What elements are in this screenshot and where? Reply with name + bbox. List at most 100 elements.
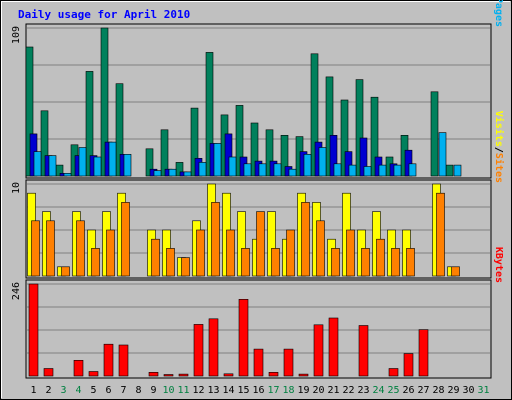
bar-pages-day-6 [108, 141, 117, 177]
bar-pages-day-28 [438, 132, 447, 177]
bar-kbytes-day-21 [328, 317, 339, 377]
x-tick-label: 8 [135, 385, 141, 396]
bar-pages-day-15 [243, 163, 252, 177]
bar-sites-day-9 [151, 238, 160, 277]
bar-kbytes-day-26 [403, 353, 414, 377]
bar-hits-day-16 [250, 122, 259, 177]
series-kbytes [28, 283, 429, 377]
bar-hits-day-20 [310, 53, 319, 177]
bar-pages-day-5 [93, 156, 102, 177]
bar-sites-day-2 [46, 220, 55, 277]
bar-sites-day-13 [211, 202, 220, 277]
x-tick-label: 2 [45, 385, 51, 396]
side-label-kbytes: KBytes [493, 247, 504, 283]
bar-files-day-23 [359, 137, 368, 177]
bar-hits-day-1 [25, 46, 34, 177]
bar-hits-day-15 [235, 105, 244, 177]
side-label-pages: Pages [493, 0, 504, 27]
panel-side-labels: KBytes [493, 247, 504, 283]
bar-pages-day-19 [303, 154, 312, 177]
x-tick-label: 31 [477, 385, 489, 396]
bar-kbytes-day-25 [388, 368, 399, 377]
bar-sites-day-29 [451, 266, 460, 277]
bar-pages-day-11 [183, 171, 192, 177]
x-tick-label: 24 [372, 385, 384, 396]
bar-sites-day-23 [361, 248, 370, 277]
bar-sites-day-17 [271, 248, 280, 277]
x-tick-label: 11 [177, 385, 189, 396]
x-tick-label: 30 [462, 385, 474, 396]
panel-background [25, 23, 492, 179]
bar-pages-day-1 [33, 151, 42, 177]
bar-files-day-21 [329, 135, 338, 177]
bar-hits-day-22 [340, 99, 349, 177]
x-tick-label: 12 [192, 385, 204, 396]
bar-pages-day-23 [363, 166, 372, 177]
bar-pages-day-4 [78, 147, 87, 177]
x-tick-label: 5 [90, 385, 96, 396]
bar-sites-day-25 [391, 248, 400, 277]
x-tick-label: 18 [282, 385, 294, 396]
x-tick-label: 1 [30, 385, 36, 396]
x-tick-label: 22 [342, 385, 354, 396]
side-label-sites: Sites [493, 153, 505, 183]
x-tick-label: 13 [207, 385, 219, 396]
bar-pages-day-7 [123, 154, 132, 177]
bar-sites-day-19 [301, 202, 310, 277]
bar-hits-day-21 [325, 76, 334, 177]
panel-max-label: 109 [11, 26, 22, 44]
bar-sites-day-11 [181, 257, 190, 277]
bar-kbytes-day-14 [223, 373, 234, 377]
bar-pages-day-29 [453, 164, 462, 177]
bar-sites-day-26 [406, 248, 415, 277]
bar-pages-day-12 [198, 162, 207, 177]
bar-kbytes-day-16 [253, 348, 264, 377]
x-tick-label: 29 [447, 385, 459, 396]
bar-sites-day-28 [436, 192, 445, 277]
bar-pages-day-10 [168, 168, 177, 177]
bar-kbytes-day-11 [178, 373, 189, 377]
bar-hits-day-18 [280, 135, 289, 177]
bar-pages-day-18 [288, 168, 297, 177]
panel-side-labels: Visits/Sites [493, 111, 505, 183]
series-pages [33, 132, 462, 177]
bar-pages-day-13 [213, 143, 222, 177]
panel-side-labels: Hits/Files/Pages [493, 0, 505, 27]
bar-sites-day-12 [196, 229, 205, 277]
bar-kbytes-day-17 [268, 371, 279, 377]
bar-sites-day-20 [316, 220, 325, 277]
bar-kbytes-day-19 [298, 373, 309, 377]
x-tick-label: 20 [312, 385, 324, 396]
bar-hits-day-29 [445, 164, 454, 177]
bar-hits-day-5 [85, 71, 94, 177]
bar-sites-day-10 [166, 248, 175, 277]
bar-kbytes-day-6 [103, 343, 114, 377]
bar-kbytes-day-13 [208, 318, 219, 377]
side-label-separator: / [493, 147, 504, 153]
bar-pages-day-22 [348, 164, 357, 177]
bar-pages-day-17 [273, 163, 282, 177]
bar-sites-day-1 [31, 220, 40, 277]
bar-sites-day-21 [331, 248, 340, 277]
bar-sites-day-3 [61, 266, 70, 277]
x-tick-label: 19 [297, 385, 309, 396]
bar-pages-day-3 [63, 173, 72, 177]
bar-pages-day-25 [393, 164, 402, 177]
panel-kbytes: 246 KBytes [11, 247, 504, 379]
side-label-visits: Visits [493, 111, 505, 147]
x-tick-label: 10 [162, 385, 174, 396]
bar-kbytes-day-23 [358, 325, 369, 377]
series-hits [25, 27, 454, 177]
bar-files-day-26 [404, 149, 413, 177]
bar-sites-day-6 [106, 229, 115, 277]
bar-pages-day-20 [318, 147, 327, 177]
bar-kbytes-day-1 [28, 283, 39, 377]
x-tick-label: 17 [267, 385, 279, 396]
x-tick-label: 27 [417, 385, 429, 396]
panel-hits: 109 Hits/Files/Pages [11, 0, 505, 179]
bar-files-day-14 [224, 133, 233, 177]
x-tick-label: 25 [387, 385, 399, 396]
bar-hits-day-13 [205, 52, 214, 177]
bar-kbytes-day-5 [88, 371, 99, 377]
